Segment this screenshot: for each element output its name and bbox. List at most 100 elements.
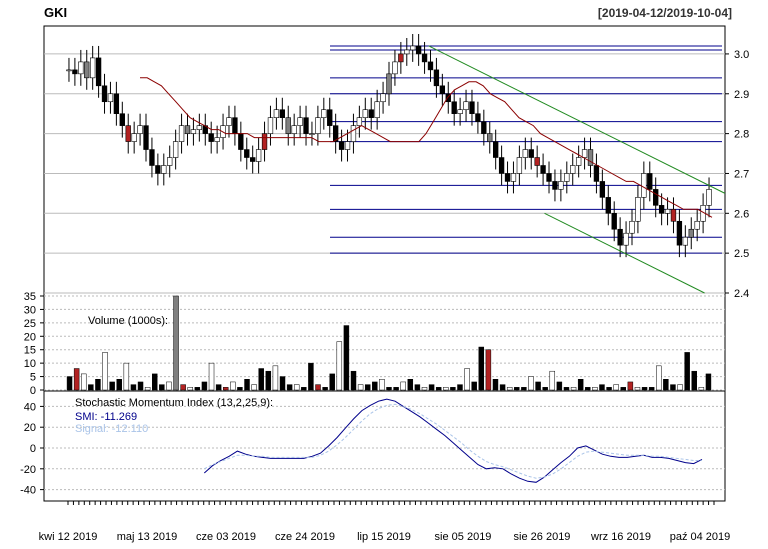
oscillator-tick-label: 0 [30,443,36,455]
volume-bar [528,376,534,391]
candle-body [629,220,635,234]
volume-tick-label: 30 [24,304,36,316]
volume-bar [180,384,186,391]
candle-body [522,149,528,158]
candle-body [172,141,179,158]
candle-body [321,109,327,118]
volume-bar [123,362,130,391]
volume-bar [357,384,364,391]
volume-bar [372,381,378,391]
candle-body [344,141,351,150]
volume-bar [144,387,151,391]
candle-body [688,228,694,238]
candle-body [623,232,629,246]
candle-body [427,61,434,71]
volume-bar [599,384,605,391]
candle-body [534,157,540,166]
volume-bar [102,352,108,391]
volume-bar [301,387,307,391]
candle-body [374,101,380,118]
volume-bar [208,362,215,391]
candle-body [131,133,137,142]
candle-body [682,236,689,246]
signal-legend: Signal: -12.110 [75,423,148,435]
candle-body [208,133,214,142]
candle-body [279,109,285,118]
candle-body [653,189,659,206]
volume-bar [322,387,328,391]
volume-bar [499,384,506,391]
candle-body [356,117,363,126]
candle-body [635,197,641,222]
volume-bar [556,381,563,391]
candle-body [664,209,671,214]
volume-bar [230,381,236,391]
volume-bar [478,346,485,391]
candle-body [451,101,457,114]
volume-bar [606,387,612,391]
candle-body [113,93,120,114]
volume-bar [265,370,272,391]
candle-body [641,173,647,198]
volume-bar [286,384,293,391]
candle-body [255,149,262,162]
volume-bar [464,368,470,391]
candle-body [647,173,653,190]
volume-bar [159,384,165,391]
candle-body [89,57,96,79]
volume-tick-label: 35 [24,291,36,303]
date-range: [2019-04-12/2019-10-04] [597,6,732,20]
candle-body [599,181,606,198]
candle-body [605,197,611,214]
volume-bar [485,349,492,391]
candle-body [487,133,493,142]
volume-bar [670,384,676,391]
volume-bar [634,387,641,391]
candle-body [303,117,309,134]
volume-bar [549,370,556,391]
volume-bar [705,373,712,391]
volume-bar [656,365,662,391]
candle-body [72,69,78,75]
price-tick-label: 2.4 [734,288,749,300]
volume-bar [201,381,208,391]
price-tick-label: 2.8 [734,129,749,141]
volume-tick-label: 0 [30,385,36,397]
trend-channel-lower [544,212,705,294]
candle-body [404,49,410,55]
volume-bar [293,384,300,391]
volume-bar [329,373,335,391]
price-tick-label: 2.7 [734,168,749,180]
volume-bar [414,384,421,391]
candle-body [178,125,185,142]
volume-bar [400,381,406,391]
volume-bar [194,387,201,391]
date-tick-label: cze 03 2019 [196,531,256,543]
volume-bar [471,381,477,391]
price-tick-label: 3.0 [734,49,749,61]
candle-body [232,117,238,134]
volume-bar [258,368,264,391]
volume-bar [613,384,619,391]
candle-body [226,117,232,126]
candle-body [540,165,546,174]
volume-tick-label: 25 [24,318,36,330]
volume-bar [627,381,634,391]
volume-tick-label: 20 [24,331,36,343]
candle-body [475,113,481,122]
volume-bar [109,381,115,391]
candle-body [267,117,274,134]
volume-bar [116,379,122,391]
candle-body [469,101,475,114]
candle-body [66,69,72,72]
candle-body [167,157,173,166]
volume-bar [585,387,591,391]
candle-body [332,125,339,142]
volume-bar [237,387,243,391]
date-tick-label: cze 24 2019 [275,531,335,543]
candle-body [516,157,523,174]
candle-body [504,173,511,182]
volume-bar [152,373,158,391]
candle-body [528,149,534,158]
volume-bar [244,379,250,391]
